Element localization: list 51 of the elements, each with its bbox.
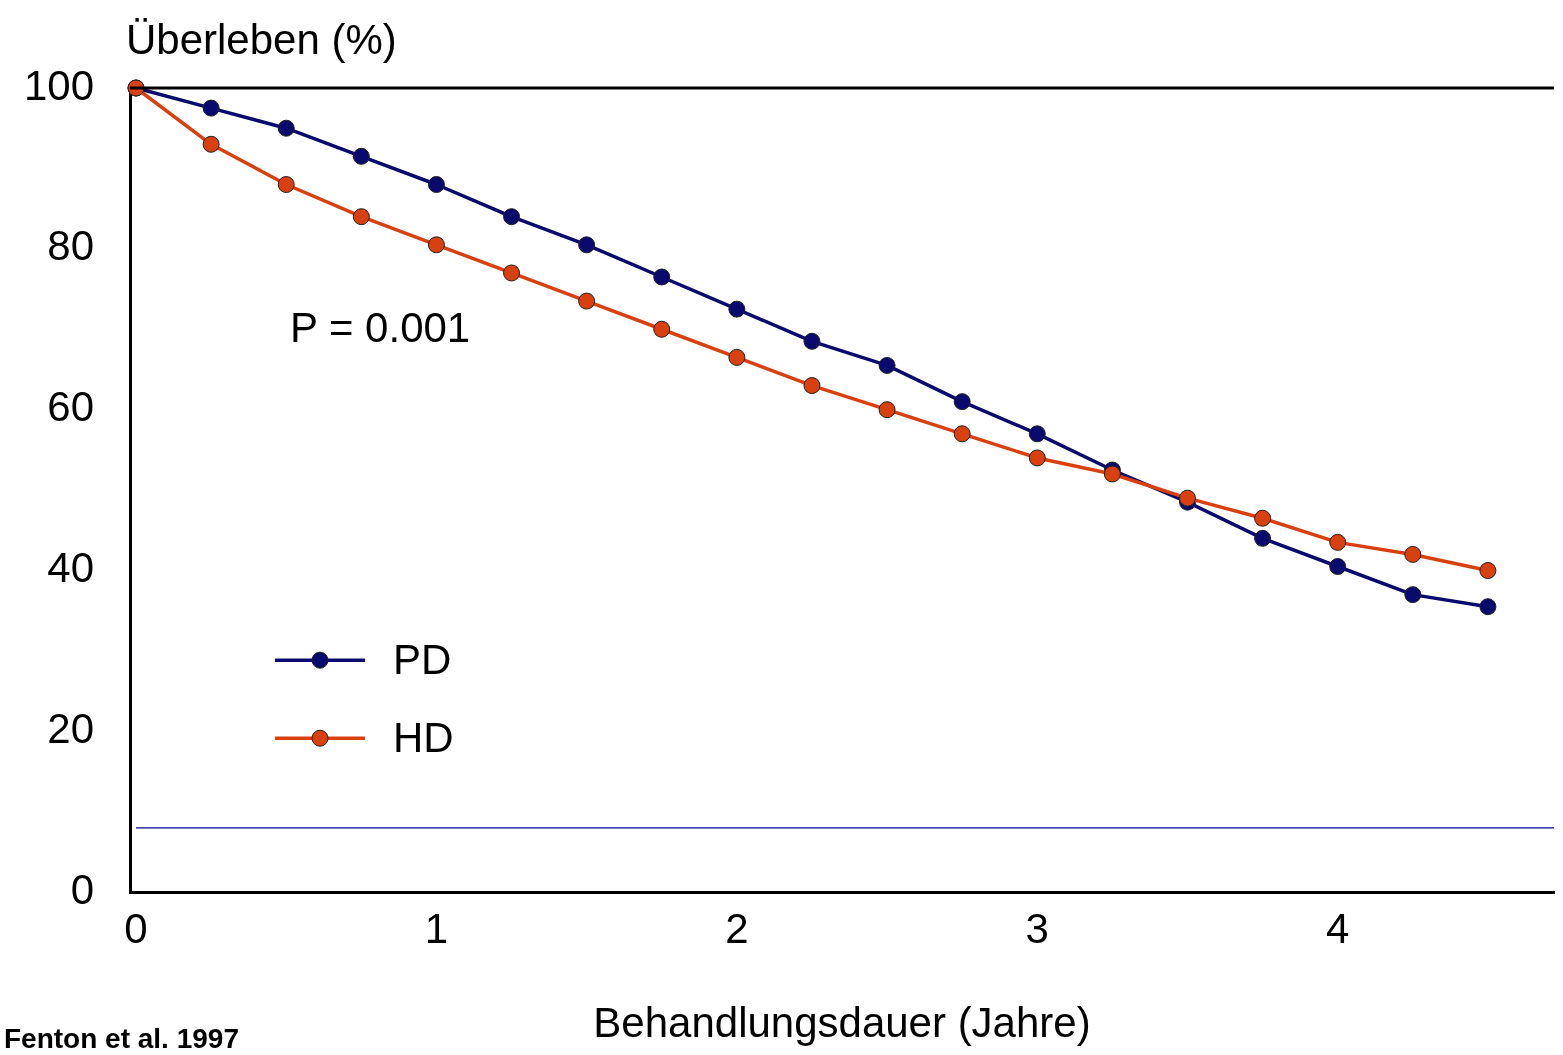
point (427, 236, 445, 254)
point (1479, 562, 1497, 580)
y-tick-label: 100 (23, 61, 94, 109)
point (878, 401, 896, 419)
point (803, 377, 821, 395)
y-tick-label: 40 (47, 544, 94, 592)
y-tick-label: 80 (47, 222, 94, 270)
point (878, 356, 896, 374)
point (953, 425, 971, 443)
point (1479, 598, 1497, 616)
point (277, 119, 295, 137)
point (1178, 489, 1196, 507)
point (202, 99, 220, 117)
point (1404, 545, 1422, 563)
x-tick-label: 3 (1025, 904, 1049, 952)
x-tick-label: 1 (424, 904, 449, 952)
point (352, 147, 370, 165)
point (653, 320, 671, 338)
point (352, 208, 370, 226)
point (578, 292, 596, 310)
x-tick-label: 4 (1326, 904, 1350, 952)
point (503, 208, 521, 226)
legend-label: PD (393, 635, 452, 683)
point (803, 332, 821, 350)
y-tick-label: 20 (47, 704, 94, 752)
point (953, 393, 971, 411)
point (1254, 509, 1272, 527)
annotation: P = 0.001 (290, 304, 471, 351)
legend-label: HD (393, 713, 454, 761)
y-axis-title: Überleben (%) (126, 16, 397, 63)
point (578, 236, 596, 254)
x-axis-title: Behandlungsdauer (Jahre) (593, 999, 1091, 1047)
point (1329, 558, 1347, 575)
point (1404, 586, 1422, 604)
y-tick-label: 0 (70, 865, 94, 913)
point (1254, 529, 1272, 547)
point (427, 176, 445, 193)
point (728, 300, 746, 318)
point (202, 135, 220, 153)
point (1329, 533, 1347, 551)
point (728, 348, 746, 366)
point (1028, 425, 1046, 443)
x-tick-label: 0 (124, 904, 148, 952)
point (503, 264, 521, 282)
point (653, 268, 671, 286)
point (1103, 465, 1121, 483)
text: Fenton et al. 1997 (4, 1023, 239, 1054)
y-tick-label: 60 (47, 383, 94, 431)
point (277, 176, 295, 193)
x-tick-label: 2 (725, 904, 749, 952)
point (1028, 449, 1046, 467)
